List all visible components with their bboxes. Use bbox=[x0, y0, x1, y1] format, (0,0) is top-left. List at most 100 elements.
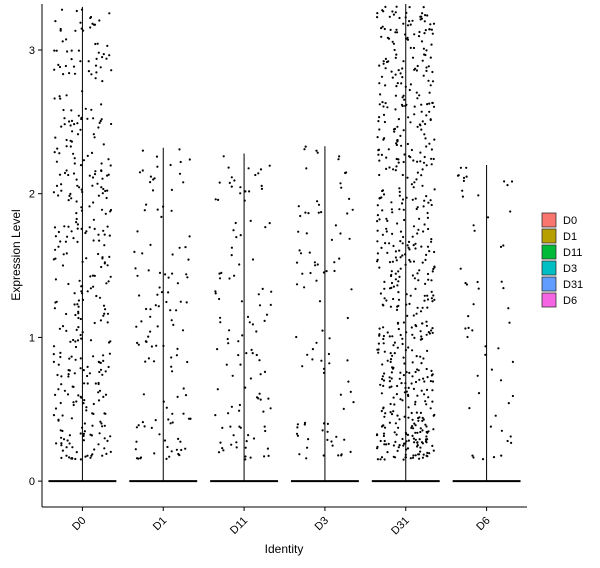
data-point bbox=[395, 433, 398, 436]
data-point bbox=[81, 331, 84, 334]
data-point bbox=[388, 376, 391, 379]
data-point bbox=[402, 374, 405, 377]
data-point bbox=[180, 448, 183, 452]
data-point bbox=[400, 144, 403, 147]
data-point bbox=[71, 446, 74, 449]
data-point bbox=[481, 458, 485, 461]
data-point bbox=[381, 363, 384, 366]
data-point bbox=[259, 373, 262, 376]
data-point bbox=[162, 400, 165, 403]
data-point bbox=[411, 456, 415, 459]
data-point bbox=[422, 6, 425, 9]
data-point bbox=[382, 113, 386, 116]
data-point bbox=[107, 365, 110, 369]
data-point bbox=[385, 167, 388, 170]
data-point bbox=[415, 325, 418, 328]
data-point bbox=[330, 440, 333, 443]
data-point bbox=[382, 62, 385, 65]
data-point bbox=[80, 337, 83, 340]
data-point bbox=[258, 304, 262, 307]
data-point bbox=[430, 148, 433, 151]
data-point bbox=[392, 42, 395, 45]
data-point bbox=[424, 282, 427, 285]
data-point bbox=[245, 352, 248, 355]
data-point bbox=[54, 301, 57, 304]
data-point bbox=[62, 73, 65, 76]
data-point bbox=[77, 305, 80, 308]
data-point bbox=[395, 53, 398, 56]
data-point bbox=[388, 421, 391, 424]
data-point bbox=[420, 40, 424, 43]
data-point bbox=[347, 380, 350, 383]
data-point bbox=[432, 157, 435, 161]
data-point bbox=[388, 386, 391, 389]
data-point bbox=[413, 113, 416, 116]
data-point bbox=[321, 329, 324, 332]
data-point bbox=[90, 151, 94, 154]
data-point bbox=[416, 394, 419, 397]
x-tick-label: D0 bbox=[70, 515, 88, 533]
data-point bbox=[399, 230, 403, 233]
data-point bbox=[85, 257, 88, 260]
data-point bbox=[147, 357, 150, 360]
data-point bbox=[92, 355, 95, 358]
data-point bbox=[379, 292, 382, 295]
data-point bbox=[394, 11, 397, 14]
data-point bbox=[432, 22, 436, 25]
data-point bbox=[431, 444, 434, 447]
data-point bbox=[53, 68, 56, 71]
data-point bbox=[97, 233, 100, 236]
data-point bbox=[465, 175, 468, 178]
data-point bbox=[394, 94, 397, 97]
y-tick-label: 0 bbox=[29, 476, 35, 488]
data-point bbox=[75, 451, 78, 454]
data-point bbox=[390, 385, 393, 388]
data-point bbox=[399, 240, 402, 243]
data-point bbox=[411, 434, 414, 437]
data-point bbox=[59, 97, 62, 100]
data-point bbox=[395, 165, 398, 168]
data-point bbox=[72, 65, 76, 68]
data-point bbox=[420, 245, 423, 248]
data-point bbox=[75, 221, 78, 224]
data-point bbox=[93, 23, 97, 26]
data-point bbox=[417, 453, 420, 456]
data-point bbox=[401, 437, 404, 441]
data-point bbox=[413, 336, 416, 339]
data-point bbox=[60, 125, 63, 128]
data-point bbox=[297, 230, 300, 233]
data-point bbox=[408, 302, 411, 305]
data-point bbox=[423, 155, 426, 159]
data-point bbox=[413, 181, 416, 184]
data-point bbox=[92, 285, 95, 288]
data-point bbox=[110, 122, 113, 126]
data-point bbox=[421, 416, 424, 419]
data-point bbox=[430, 369, 433, 372]
data-point bbox=[68, 120, 71, 123]
data-point bbox=[397, 446, 400, 449]
data-point bbox=[420, 174, 423, 177]
data-point bbox=[402, 60, 405, 63]
data-point bbox=[416, 431, 419, 434]
data-point bbox=[349, 450, 352, 453]
data-point bbox=[141, 169, 144, 172]
data-point bbox=[70, 417, 73, 420]
data-point bbox=[380, 425, 384, 428]
data-point bbox=[269, 303, 272, 306]
data-point bbox=[330, 238, 333, 241]
data-point bbox=[79, 367, 82, 370]
data-point bbox=[104, 393, 108, 396]
data-point bbox=[62, 108, 65, 112]
data-point bbox=[407, 240, 411, 243]
data-point bbox=[396, 125, 399, 128]
data-point bbox=[86, 374, 89, 378]
data-point bbox=[109, 435, 112, 438]
data-point bbox=[101, 373, 104, 376]
data-point bbox=[149, 181, 152, 184]
data-point bbox=[80, 290, 83, 293]
data-point bbox=[426, 211, 429, 215]
data-point bbox=[380, 456, 384, 459]
data-point bbox=[407, 116, 410, 119]
data-point bbox=[221, 426, 224, 429]
data-point bbox=[266, 447, 269, 450]
